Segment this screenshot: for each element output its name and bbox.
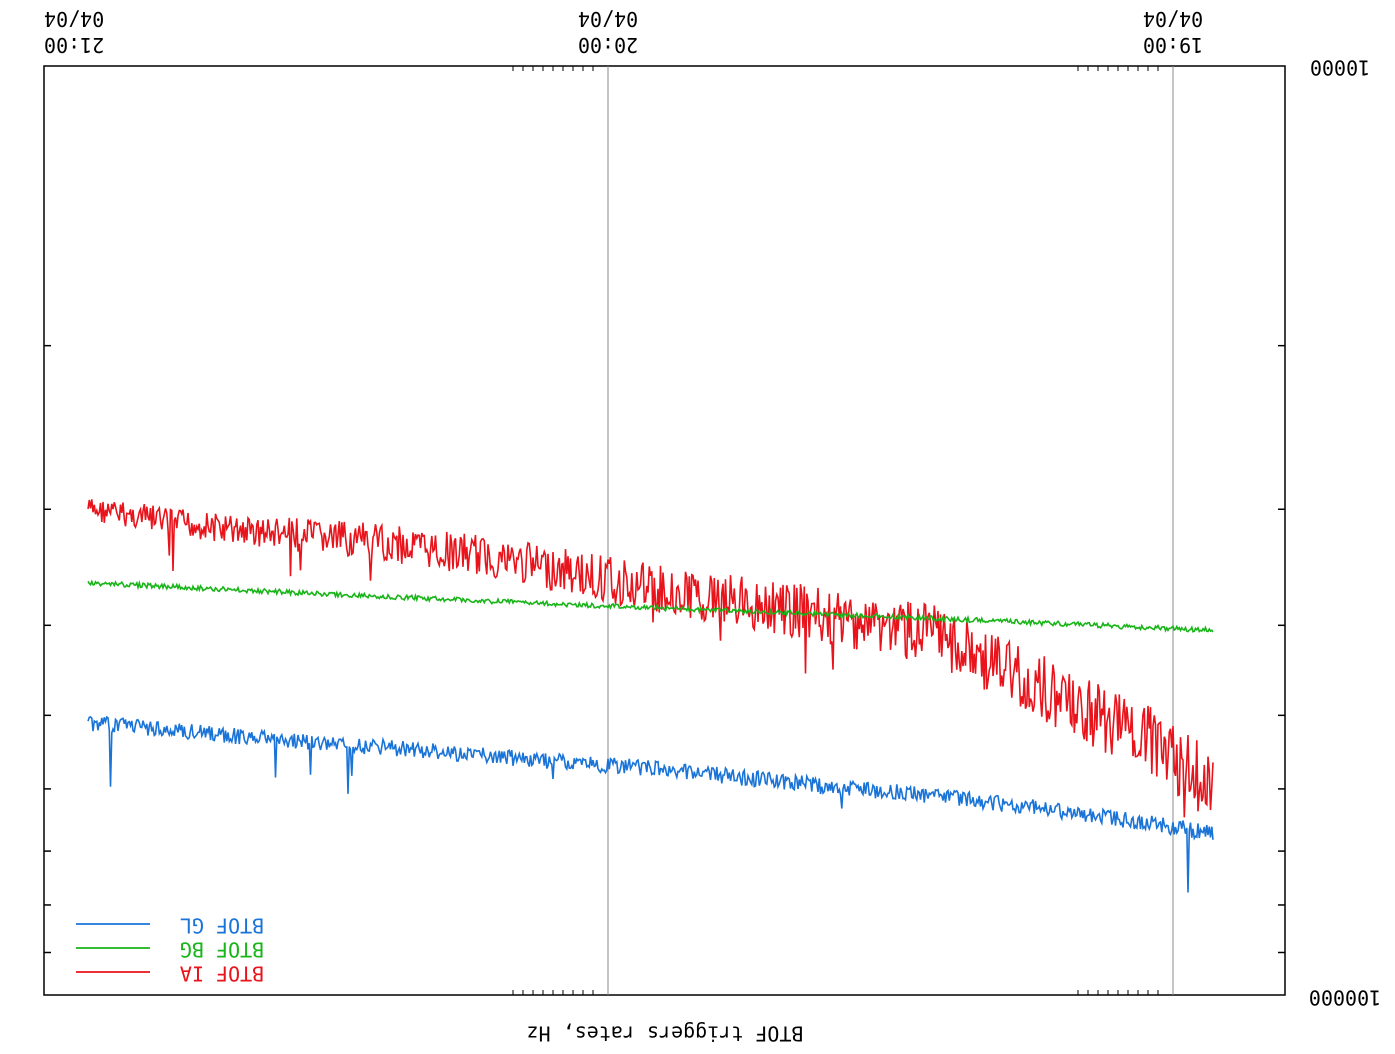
plot-area <box>43 65 1286 996</box>
plot-frame <box>43 65 1286 996</box>
series-line-btof-gl <box>87 715 1214 893</box>
y-bottom-tick-label: 100000 <box>1309 986 1381 1010</box>
series-layer <box>87 499 1214 893</box>
x-tick-time: 19:00 <box>1143 33 1203 57</box>
x-tick-time: 20:00 <box>578 33 638 57</box>
grid-lines <box>607 66 1174 995</box>
y-top-tick-label: 10000 <box>1310 56 1370 80</box>
axis-layer <box>44 66 1285 995</box>
y-axis-title: BTOF triggers rates, Hz <box>527 1022 804 1046</box>
legend-label: BTOF BG <box>180 938 264 962</box>
legend-label: BTOF GL <box>180 914 264 938</box>
series-line-btof-ia <box>87 499 1214 818</box>
x-tick-time: 21:00 <box>44 33 104 57</box>
legend-label: BTOF IA <box>180 962 264 986</box>
x-tick-date: 04/04 <box>1143 7 1203 31</box>
x-tick-date: 04/04 <box>578 7 638 31</box>
x-tick-date: 04/04 <box>44 7 104 31</box>
series-line-btof-bg <box>87 579 1214 633</box>
